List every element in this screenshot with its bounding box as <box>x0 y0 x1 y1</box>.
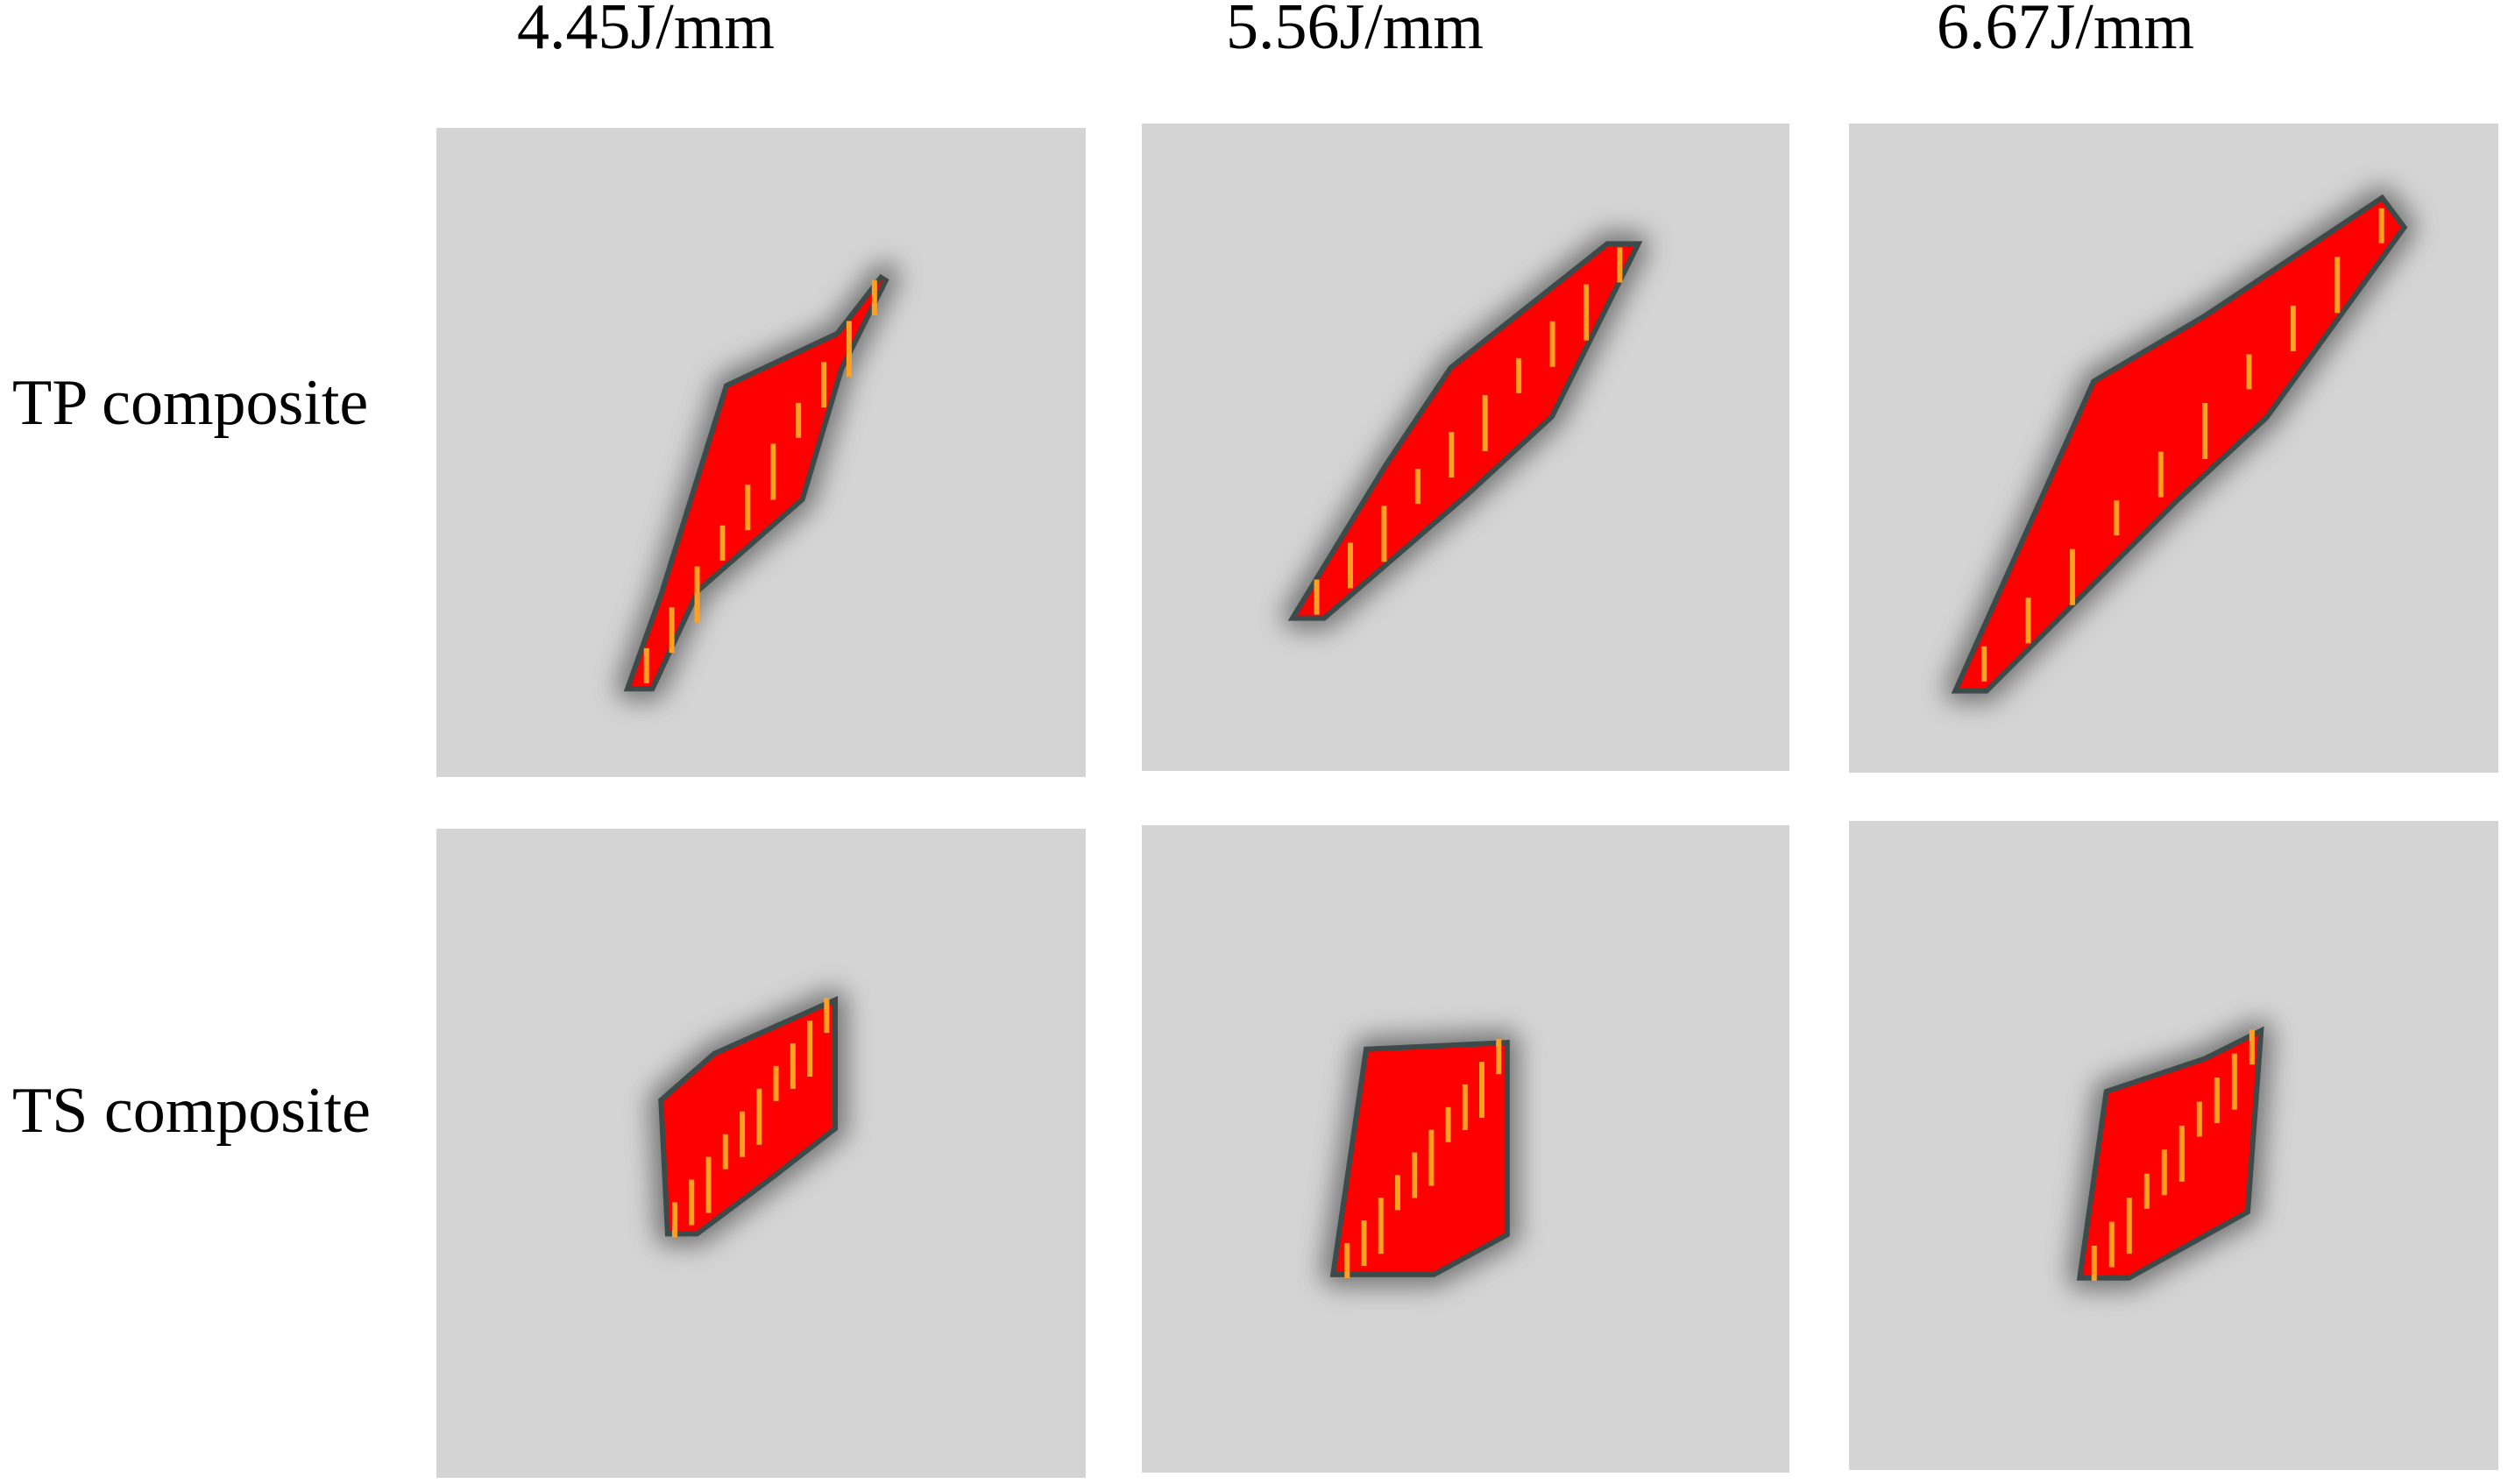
defect-streak <box>1394 1175 1400 1211</box>
defect-streak <box>2231 1053 2237 1110</box>
scan-panel <box>1142 825 1789 1473</box>
defect-streak <box>745 484 751 531</box>
defect-streak <box>705 1156 712 1213</box>
defect-streak <box>2126 1198 2132 1254</box>
defect-streak <box>1414 469 1420 505</box>
defect-streak <box>643 647 649 683</box>
defect-streak <box>1583 284 1589 341</box>
defect-streak <box>1516 357 1522 393</box>
defect-streak <box>2069 548 2075 605</box>
defect-streak <box>871 279 877 315</box>
defect-streak <box>2378 208 2384 244</box>
defect-streak <box>2091 1245 2097 1281</box>
defect-streak <box>824 998 830 1034</box>
scan-panel <box>1142 124 1789 771</box>
column-header: 5.56J/mm <box>1226 0 1484 63</box>
scan-panel <box>1849 124 2498 773</box>
defect-streak <box>2108 1221 2115 1268</box>
defect-streak <box>2157 451 2164 498</box>
defect-streak <box>669 607 675 654</box>
scan-panel <box>436 829 1086 1478</box>
defect-streak <box>790 1042 796 1089</box>
defect-streak <box>1361 1220 1367 1267</box>
defect-streak <box>1428 1129 1435 1186</box>
defect-streak <box>773 1065 779 1101</box>
defect-streak <box>1344 1242 1350 1278</box>
panels <box>436 124 2498 1478</box>
defect-streak <box>2290 305 2296 351</box>
defect-streak <box>1412 1152 1418 1198</box>
defect-streak <box>807 1020 813 1077</box>
defect-streak <box>1549 321 1555 367</box>
row-label: TS composite <box>12 1075 371 1147</box>
defect-streak <box>1445 1106 1451 1142</box>
defect-streak <box>1378 1198 1384 1254</box>
defect-streak <box>1449 432 1455 478</box>
row-label: TP composite <box>12 367 368 439</box>
defect-streak <box>756 1088 762 1145</box>
defect-streak <box>796 402 802 438</box>
defect-streak <box>671 1202 677 1238</box>
defect-streak <box>1314 579 1320 615</box>
defect-streak <box>2196 1101 2202 1137</box>
scan-panel <box>436 128 1086 777</box>
defect-streak <box>1479 1062 1485 1119</box>
defect-streak <box>2161 1149 2167 1196</box>
defect-streak <box>2114 500 2120 536</box>
defect-streak <box>2246 354 2252 390</box>
defect-streak <box>719 525 726 561</box>
defect-streak <box>2334 257 2341 314</box>
defect-streak <box>846 321 852 378</box>
defect-streak <box>2025 597 2031 644</box>
defect-streak <box>1617 247 1623 283</box>
defect-streak <box>740 1111 746 1157</box>
defect-streak <box>689 1179 695 1226</box>
defect-streak <box>1348 542 1354 589</box>
defect-streak <box>1496 1039 1502 1075</box>
defect-streak <box>722 1134 728 1170</box>
defect-streak <box>1462 1084 1468 1130</box>
column-header: 4.45J/mm <box>517 0 775 63</box>
defect-streak <box>1981 646 1987 682</box>
defect-streak <box>2202 403 2208 460</box>
defect-streak <box>1482 394 1488 451</box>
defect-streak <box>770 443 776 500</box>
scan-panel <box>1849 821 2498 1470</box>
defect-streak <box>2214 1078 2220 1124</box>
column-header: 6.67J/mm <box>1937 0 2194 63</box>
defect-streak <box>694 566 700 623</box>
defect-streak <box>2143 1173 2150 1209</box>
defect-streak <box>1381 505 1387 562</box>
defect-streak <box>2179 1125 2185 1182</box>
defect-streak <box>2249 1029 2255 1065</box>
defect-streak <box>821 362 827 408</box>
